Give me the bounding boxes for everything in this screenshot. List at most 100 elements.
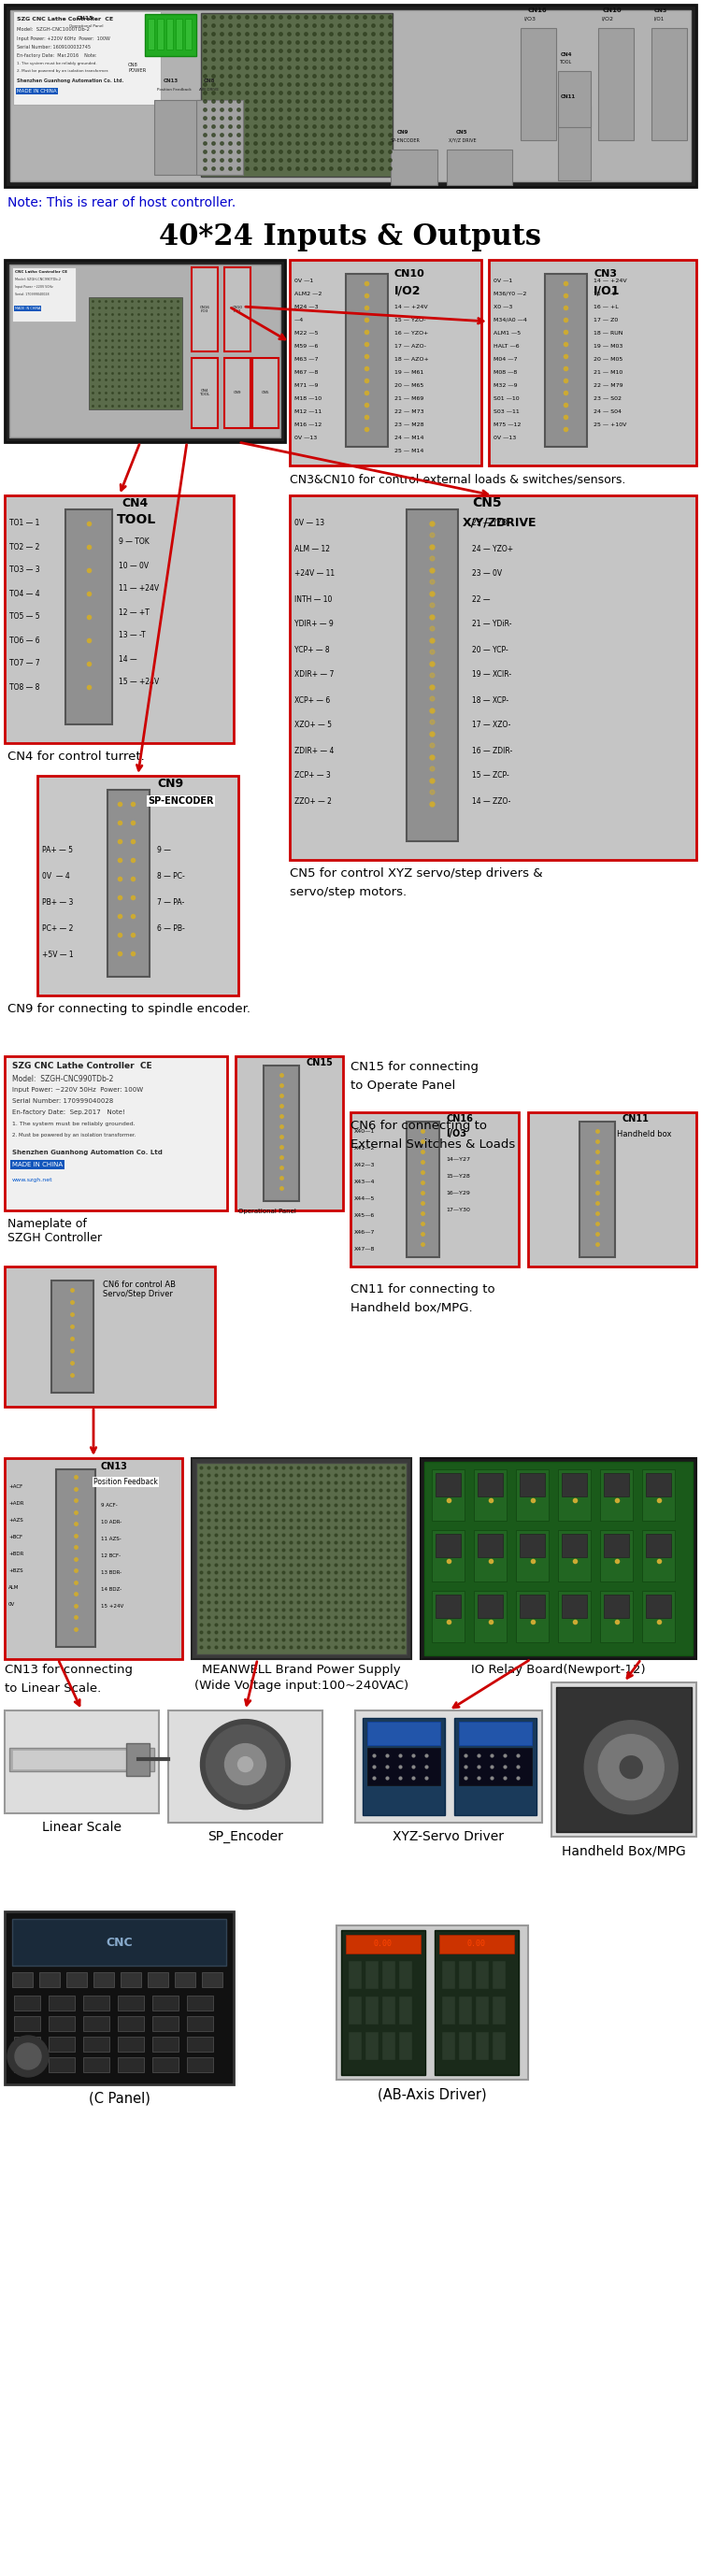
FancyBboxPatch shape [65, 510, 112, 724]
Text: +AZS: +AZS [8, 1517, 23, 1522]
FancyBboxPatch shape [157, 18, 163, 49]
Text: CN13: CN13 [163, 77, 179, 82]
Text: 10 — 0V: 10 — 0V [118, 562, 149, 569]
Text: 21 — M69: 21 — M69 [395, 397, 423, 399]
FancyBboxPatch shape [558, 72, 591, 126]
Text: PC+ — 2: PC+ — 2 [42, 925, 73, 933]
Text: 21 — YDiR-: 21 — YDiR- [472, 621, 512, 629]
FancyBboxPatch shape [12, 1749, 138, 1770]
Text: CN3: CN3 [654, 8, 667, 13]
Text: 17—Y30: 17—Y30 [446, 1208, 470, 1211]
Text: servo/step motors.: servo/step motors. [290, 886, 407, 899]
FancyBboxPatch shape [350, 1113, 519, 1267]
Text: 15 — ZCP-: 15 — ZCP- [472, 773, 509, 781]
FancyBboxPatch shape [348, 2032, 362, 2061]
FancyBboxPatch shape [399, 1960, 412, 1989]
FancyBboxPatch shape [126, 1744, 149, 1775]
FancyBboxPatch shape [651, 28, 687, 139]
FancyBboxPatch shape [365, 2032, 379, 2061]
Text: Input Power ~220V 50Hz: Input Power ~220V 50Hz [15, 286, 53, 289]
FancyBboxPatch shape [407, 510, 458, 842]
FancyBboxPatch shape [646, 1473, 671, 1497]
Text: 6 — PB-: 6 — PB- [157, 925, 185, 933]
FancyBboxPatch shape [435, 1595, 461, 1618]
FancyBboxPatch shape [176, 18, 182, 49]
Text: X43—4: X43—4 [354, 1180, 375, 1185]
FancyBboxPatch shape [14, 1996, 40, 2009]
FancyBboxPatch shape [224, 268, 250, 350]
Text: XZO+ — 5: XZO+ — 5 [294, 721, 332, 729]
Text: X47—8: X47—8 [354, 1247, 375, 1252]
Text: M59 —6: M59 —6 [294, 343, 318, 348]
Text: Input Power: ~220V 50Hz  Power: 100W: Input Power: ~220V 50Hz Power: 100W [12, 1087, 143, 1092]
Text: www.szgh.net: www.szgh.net [12, 1177, 53, 1182]
Text: 2. Must be powered by an isolation transformer.: 2. Must be powered by an isolation trans… [12, 1133, 136, 1139]
Text: CN15: CN15 [76, 15, 94, 21]
FancyBboxPatch shape [519, 1473, 545, 1497]
Text: 1. The system must be reliably grounded.: 1. The system must be reliably grounded. [12, 1121, 135, 1126]
Text: (AB-Axis Driver): (AB-Axis Driver) [378, 2087, 486, 2102]
Text: +BCF: +BCF [8, 1535, 22, 1538]
FancyBboxPatch shape [476, 1960, 489, 1989]
Text: 15 — +24V: 15 — +24V [118, 677, 159, 688]
FancyBboxPatch shape [600, 1468, 633, 1520]
Circle shape [15, 2043, 41, 2069]
FancyBboxPatch shape [346, 273, 388, 446]
Text: 15 — YZO-: 15 — YZO- [395, 317, 426, 322]
FancyBboxPatch shape [545, 273, 587, 446]
FancyBboxPatch shape [355, 1710, 542, 1824]
Text: M36/Y0 —2: M36/Y0 —2 [494, 291, 526, 296]
FancyBboxPatch shape [558, 1530, 591, 1582]
Text: ZCP+ — 3: ZCP+ — 3 [294, 773, 331, 781]
Text: 14—Y27: 14—Y27 [446, 1157, 470, 1162]
Circle shape [225, 1744, 266, 1785]
FancyBboxPatch shape [604, 1533, 629, 1556]
Text: CN4
TOOL: CN4 TOOL [199, 389, 210, 397]
FancyBboxPatch shape [11, 10, 690, 180]
Text: 25 — +10V: 25 — +10V [594, 422, 627, 428]
FancyBboxPatch shape [367, 1721, 440, 1744]
Text: M67 —8: M67 —8 [294, 371, 318, 374]
FancyBboxPatch shape [365, 1996, 379, 2025]
Text: 23 — 0V: 23 — 0V [472, 569, 502, 577]
Text: M08 —8: M08 —8 [494, 371, 517, 374]
FancyBboxPatch shape [5, 1710, 159, 1814]
Text: Serial Number: 170999040028: Serial Number: 170999040028 [12, 1097, 114, 1105]
Text: Handheld box/MPG.: Handheld box/MPG. [350, 1301, 472, 1314]
Text: 9 — TOK: 9 — TOK [118, 538, 149, 546]
Text: 14 —: 14 — [118, 654, 137, 662]
FancyBboxPatch shape [382, 1960, 395, 1989]
Text: CN6 for control AB
Servo/Step Driver: CN6 for control AB Servo/Step Driver [103, 1280, 176, 1298]
FancyBboxPatch shape [187, 2038, 213, 2050]
Circle shape [599, 1734, 664, 1801]
Text: CNC: CNC [106, 1937, 132, 1947]
Text: 15 — -L: 15 — -L [594, 291, 615, 296]
Text: Model: SZGH-CNC990TDb-2: Model: SZGH-CNC990TDb-2 [15, 278, 61, 281]
FancyBboxPatch shape [604, 1473, 629, 1497]
Text: Handheld Box/MPG: Handheld Box/MPG [562, 1844, 686, 1857]
Text: 25 — YZO-: 25 — YZO- [472, 520, 510, 528]
FancyBboxPatch shape [382, 2032, 395, 2061]
Text: CN9: CN9 [233, 392, 241, 394]
Text: 16 — YZO+: 16 — YZO+ [395, 330, 428, 335]
FancyBboxPatch shape [48, 2017, 75, 2030]
FancyBboxPatch shape [477, 1533, 503, 1556]
FancyBboxPatch shape [185, 18, 191, 49]
Text: MADE IN CHINA: MADE IN CHINA [15, 307, 41, 309]
Text: +ADR: +ADR [8, 1502, 24, 1504]
Text: CN13: CN13 [101, 1461, 128, 1471]
Circle shape [585, 1721, 678, 1814]
FancyBboxPatch shape [118, 2017, 144, 2030]
Text: X/Y/ZDRIVE: X/Y/ZDRIVE [463, 515, 537, 528]
Text: 17 — Z0: 17 — Z0 [594, 317, 618, 322]
Text: 9 —: 9 — [157, 848, 171, 855]
FancyBboxPatch shape [5, 5, 696, 188]
Text: M63 —7: M63 —7 [294, 355, 318, 361]
Text: I/O2: I/O2 [601, 15, 613, 21]
FancyBboxPatch shape [562, 1533, 587, 1556]
Text: CN11 for connecting to: CN11 for connecting to [350, 1283, 495, 1296]
Text: TO7 — 7: TO7 — 7 [9, 659, 40, 667]
FancyBboxPatch shape [89, 296, 182, 410]
Text: Operational Panel: Operational Panel [238, 1208, 296, 1213]
FancyBboxPatch shape [341, 1929, 426, 2076]
